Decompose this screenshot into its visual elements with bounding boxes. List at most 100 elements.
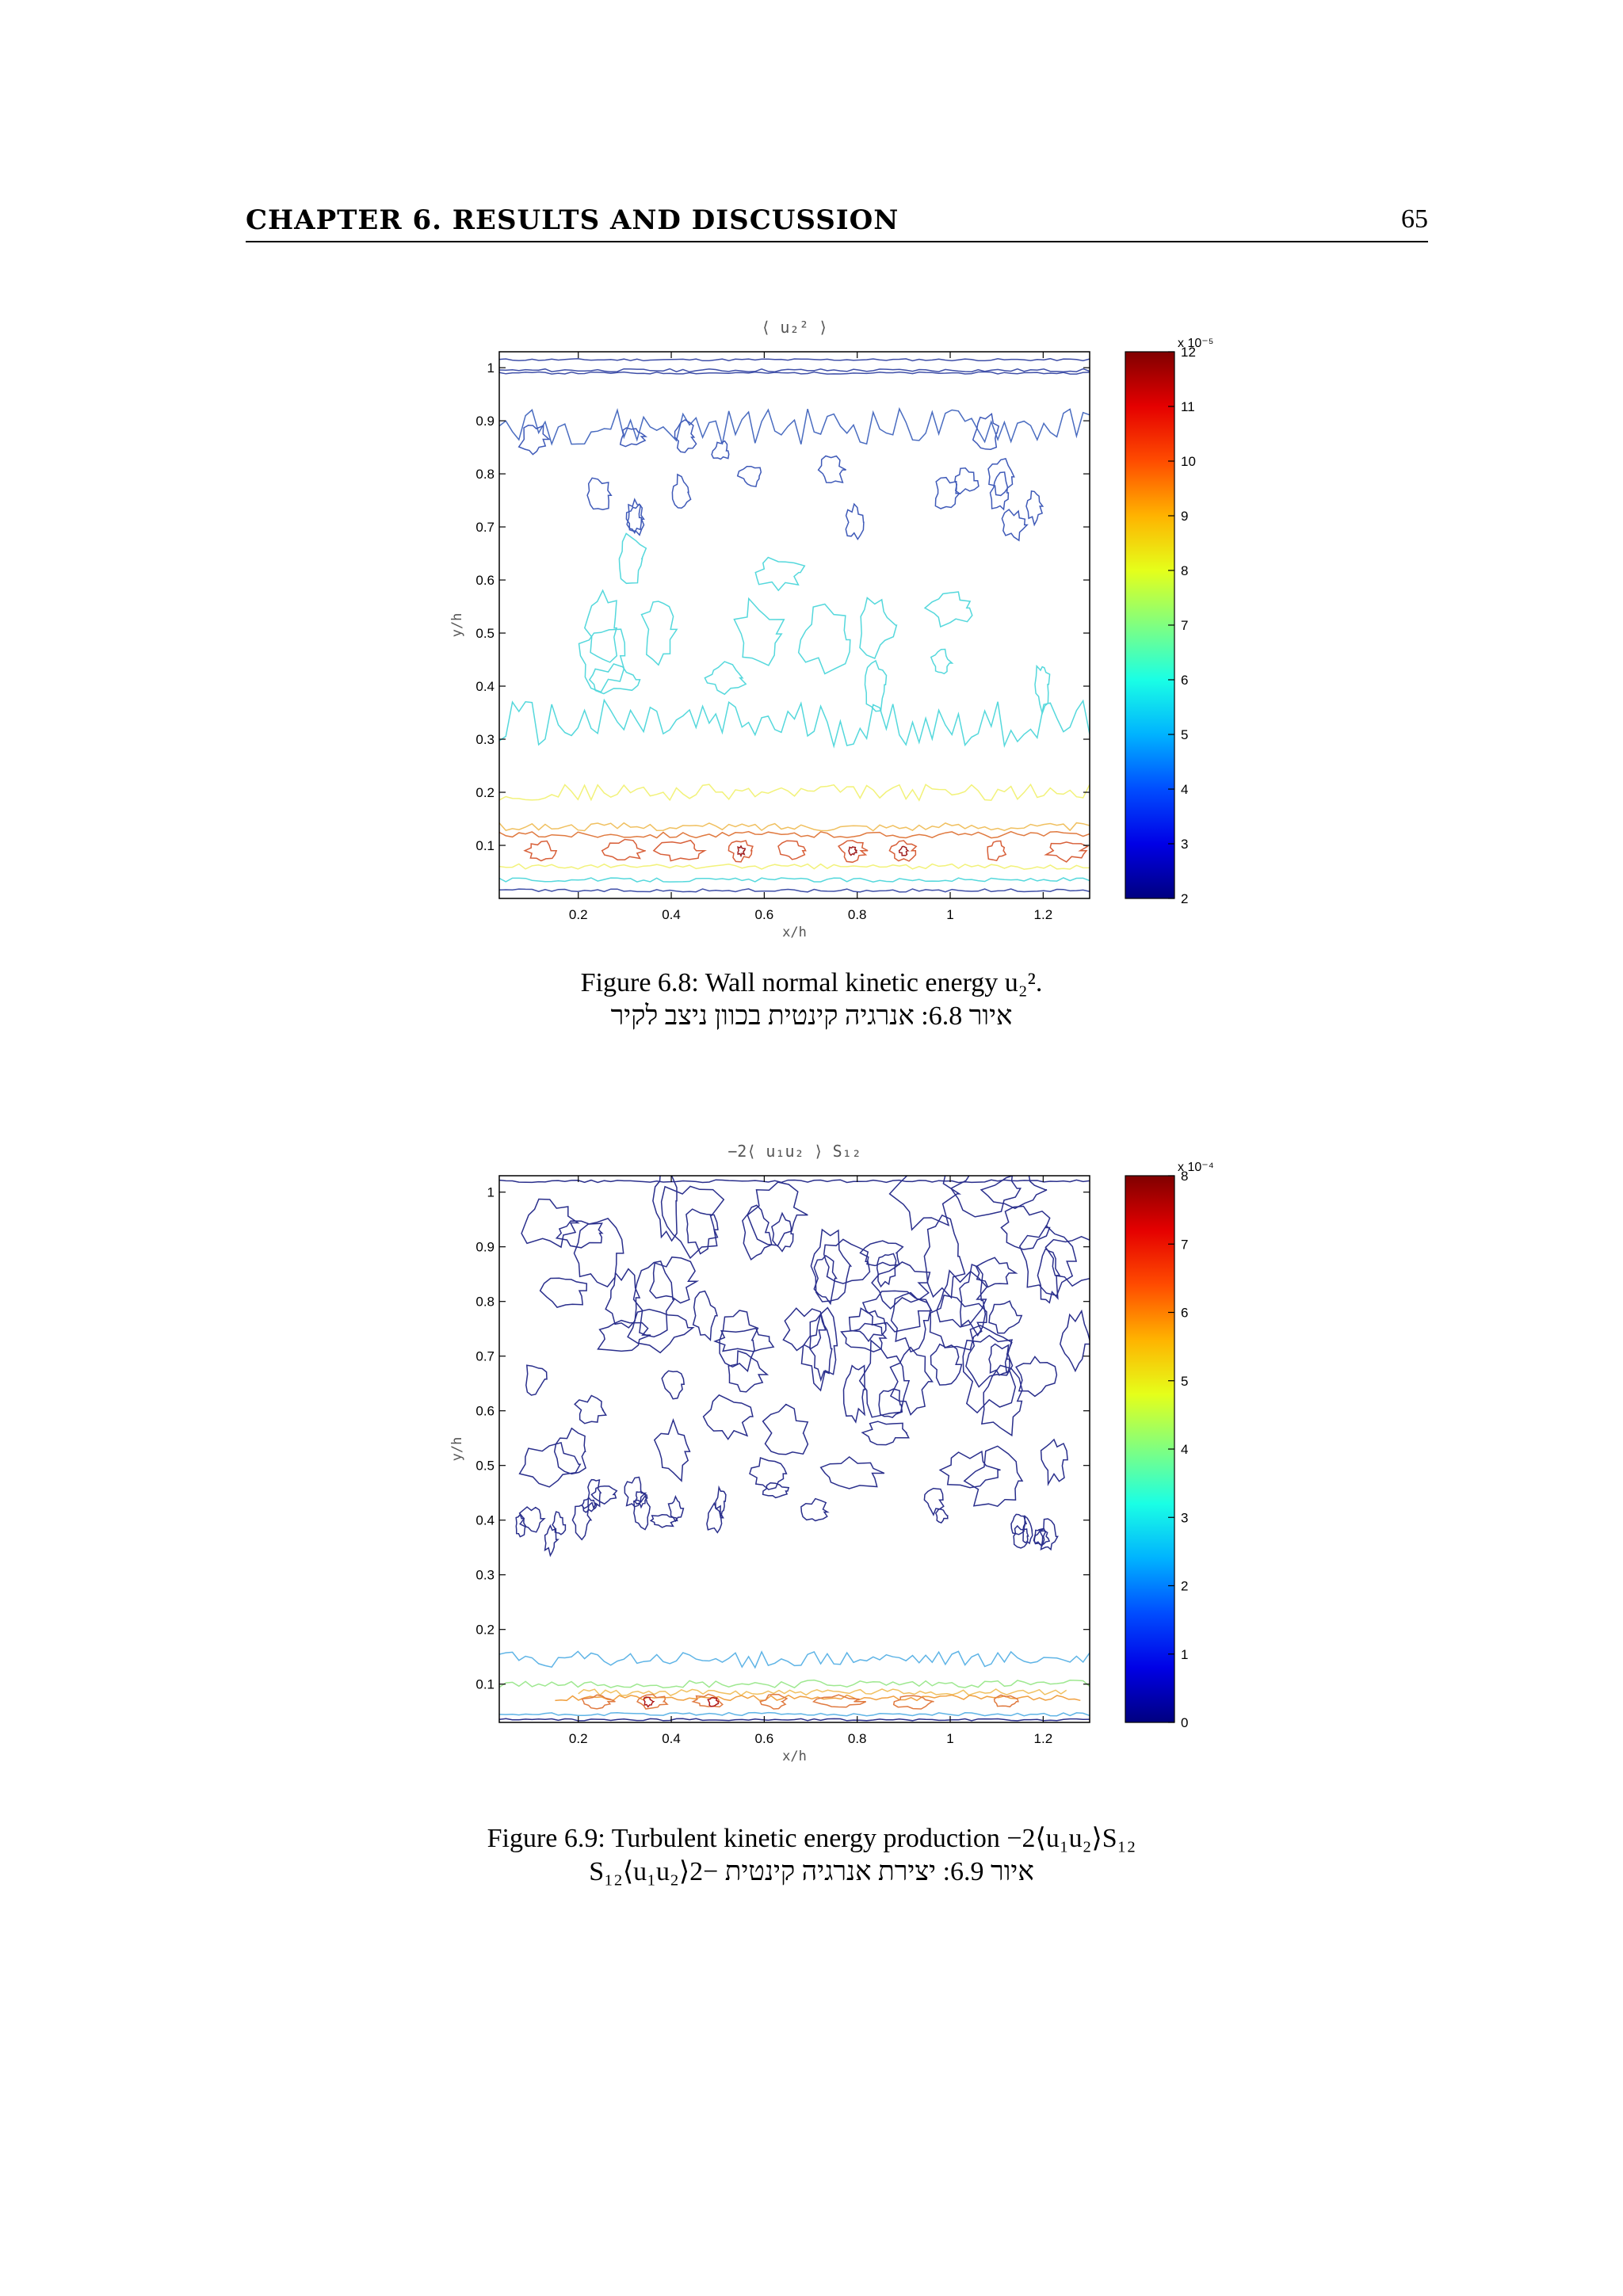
- contour-line: [923, 591, 973, 628]
- y-tick-label: 0.5: [475, 626, 495, 641]
- contour-line: [636, 1693, 669, 1710]
- plot-frame: [498, 1175, 1090, 1723]
- contour-line: [759, 1693, 789, 1710]
- contour-line: [627, 1308, 695, 1354]
- contour-line: [499, 877, 1090, 883]
- contour-line: [771, 1211, 794, 1253]
- colorbar-tick-label: 5: [1181, 727, 1188, 742]
- contour-line: [583, 589, 618, 663]
- contour-line: [810, 1228, 853, 1302]
- contour-line: [898, 845, 910, 856]
- contour-line: [819, 1455, 885, 1489]
- y-tick-label: 0.4: [475, 679, 495, 694]
- contour-line: [499, 1711, 1090, 1717]
- contour-line: [1010, 1513, 1028, 1535]
- contour-line: [972, 413, 1000, 450]
- contour-line: [987, 840, 1007, 862]
- contour-line: [632, 1261, 676, 1338]
- y-axis-label: y/h: [449, 1437, 465, 1462]
- contour-line: [747, 1181, 808, 1246]
- contour-line: [499, 698, 1090, 749]
- contour-line: [499, 1679, 1090, 1689]
- x-tick-label: 1: [946, 1731, 953, 1746]
- contour-line: [661, 1370, 685, 1400]
- y-tick-label: 0.1: [475, 1677, 495, 1692]
- contour-line: [762, 1482, 790, 1499]
- colorbar-tick-label: 10: [1181, 454, 1196, 469]
- figure-6-9-caption: Figure 6.9: Turbulent kinetic energy pro…: [487, 1824, 1136, 1853]
- colorbar-tick-label: 8: [1181, 1169, 1188, 1184]
- contour-line: [521, 1198, 580, 1249]
- contour-line: [959, 1263, 987, 1337]
- contour-line: [861, 1290, 933, 1333]
- contour-line: [878, 1388, 903, 1419]
- contour-line: [800, 1497, 830, 1522]
- contour-line: [782, 1307, 827, 1352]
- contour-line: [800, 1306, 838, 1392]
- contour-line: [929, 1295, 987, 1351]
- colorbar-tick-label: 3: [1181, 837, 1188, 852]
- contour-line: [499, 888, 1090, 893]
- contour-line: [888, 1176, 962, 1231]
- colorbar-multiplier: x 10⁻⁴: [1178, 1161, 1214, 1174]
- contour-line: [719, 1310, 759, 1373]
- colorbar-tick-label: 12: [1181, 345, 1196, 360]
- contour-line: [649, 1256, 700, 1304]
- colorbar-tick-label: 8: [1181, 563, 1188, 578]
- x-tick-label: 0.4: [662, 907, 681, 922]
- contour-line: [653, 1418, 691, 1482]
- contour-line: [711, 440, 730, 460]
- colorbar-tick-label: 2: [1181, 891, 1188, 906]
- contour-line: [601, 838, 646, 860]
- contour-line: [619, 427, 648, 448]
- colorbar-tick-label: 6: [1181, 673, 1188, 688]
- y-tick-label: 0.7: [475, 1349, 495, 1364]
- contour-line: [962, 1334, 1017, 1414]
- contour-line: [571, 1504, 593, 1541]
- contour-line: [777, 840, 807, 860]
- contour-line: [727, 1350, 769, 1393]
- contour-line: [845, 502, 865, 541]
- contour-line: [1025, 490, 1044, 527]
- contour-line: [518, 1506, 546, 1533]
- contour-line: [597, 1319, 651, 1352]
- x-tick-label: 0.2: [569, 1731, 588, 1746]
- page-number: 65: [1401, 204, 1428, 234]
- colorbar-tick-label: 4: [1181, 1442, 1188, 1457]
- contour-line: [707, 1696, 720, 1707]
- contour-line: [544, 1524, 559, 1558]
- contour-line: [652, 839, 708, 862]
- colorbar-tick-label: 3: [1181, 1510, 1188, 1525]
- colorbar-tick-label: 7: [1181, 618, 1188, 633]
- contour-line: [950, 1176, 1022, 1218]
- contour-line: [499, 830, 1090, 839]
- contour-line: [1037, 1518, 1059, 1551]
- colorbar-tick-label: 5: [1181, 1374, 1188, 1389]
- contour-line: [692, 1290, 719, 1341]
- colorbar-tick-label: 1: [1181, 1647, 1188, 1662]
- y-tick-label: 0.8: [475, 1295, 495, 1310]
- contour-line: [988, 1343, 1010, 1376]
- contour-line: [823, 1238, 871, 1284]
- contour-line: [499, 1179, 1090, 1184]
- contour-line: [581, 1694, 616, 1710]
- contour-line: [840, 1322, 888, 1353]
- contour-line: [923, 1214, 966, 1299]
- contour-line: [938, 1450, 1001, 1489]
- contour-line: [1034, 664, 1051, 715]
- y-tick-label: 1: [487, 360, 495, 376]
- chart-title: −2⟨ u₁u₂ ⟩ S₁₂: [727, 1142, 861, 1161]
- y-tick-label: 0.4: [475, 1513, 495, 1528]
- contour-line: [499, 1718, 1090, 1722]
- contour-line: [702, 1394, 754, 1440]
- y-tick-label: 0.8: [475, 467, 495, 482]
- y-axis-label: y/h: [449, 613, 465, 638]
- contour-line: [517, 425, 551, 456]
- y-tick-label: 0.7: [475, 520, 495, 535]
- x-axis-label: x/h: [782, 1749, 807, 1764]
- colorbar: [1125, 1175, 1175, 1723]
- y-tick-label: 0.3: [475, 1568, 495, 1583]
- contour-line: [934, 476, 961, 509]
- contour-line: [837, 840, 869, 864]
- contour-line: [518, 1441, 582, 1488]
